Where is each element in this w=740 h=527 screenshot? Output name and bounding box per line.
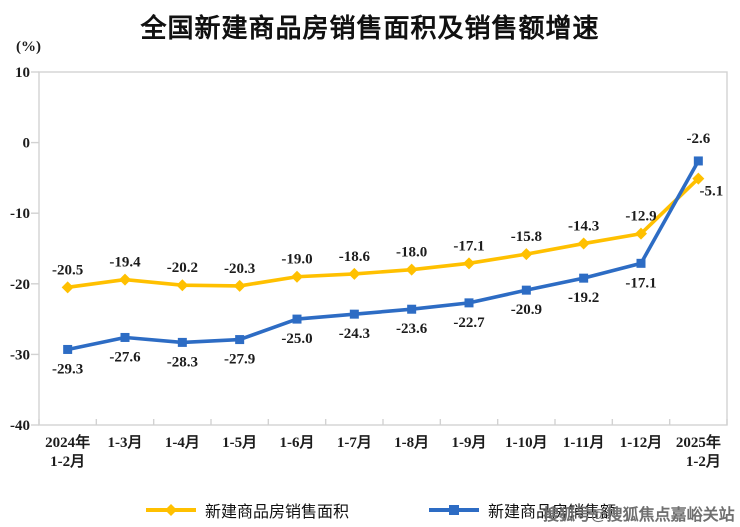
data-point-diamond [291,270,303,283]
data-label: -23.6 [396,321,428,337]
data-point-square [177,337,187,347]
data-point-square [349,309,359,319]
legend-label-sales-amount: 新建商品房销售额 [488,504,617,521]
data-label: -19.2 [568,290,599,306]
data-point-diamond [233,279,246,292]
data-point-diamond [635,227,647,240]
data-label: -19.4 [109,255,141,271]
y-axis-tick-label: -40 [10,418,30,434]
x-axis-category-label: 1-9月 [452,434,487,451]
data-label: -20.5 [52,262,83,278]
data-label: -25.0 [281,331,312,347]
data-point-diamond [61,281,74,294]
x-axis-category-label: 1-3月 [108,434,143,451]
x-axis-category-label: 2024年 1-2月 [45,433,90,470]
data-point-square [579,273,589,283]
data-point-square [292,314,302,324]
x-axis-category-label: 1-12月 [620,434,663,451]
y-axis-tick-label: 10 [15,65,30,81]
y-axis-tick-label: -10 [10,206,30,222]
y-axis-tick-label: 0 [23,136,31,152]
data-point-diamond [577,237,590,250]
plot-border [38,71,728,426]
x-axis-category-label: 1-8月 [394,434,429,451]
legend: 新建商品房销售面积 新建商品房销售额 [0,500,740,524]
data-label: -15.8 [511,229,542,245]
data-label: -2.6 [686,131,710,147]
series-line-sales-amount [65,159,701,352]
data-point-diamond [348,267,361,280]
data-label: -12.9 [625,209,656,225]
data-point-square [407,304,417,314]
data-point-square [693,156,703,166]
data-point-diamond [520,248,533,261]
data-label: -29.3 [52,361,83,377]
data-point-diamond [176,279,189,292]
data-point-square [120,332,130,342]
chart-title: 全国新建商品房销售面积及销售额增速 [140,13,600,43]
data-label: -17.1 [453,238,484,254]
data-label: -20.2 [167,260,198,276]
legend-item-sales-amount: 新建商品房销售额 [428,500,617,521]
x-axis-category-label: 1-11月 [563,434,605,451]
x-axis-category-label: 1-10月 [505,434,548,451]
data-label: -18.6 [339,249,371,265]
data-label: -28.3 [167,354,198,370]
y-axis-tick-label: -20 [10,277,30,293]
data-point-diamond [405,263,418,276]
legend-item-sales-area: 新建商品房销售面积 [145,500,350,521]
y-axis-unit-label: (%) [16,39,41,55]
x-axis-category-label: 1-5月 [222,434,257,451]
data-label: -14.3 [568,219,599,235]
data-label: -18.0 [396,245,427,261]
legend-label-sales-area: 新建商品房销售面积 [205,504,350,521]
data-point-diamond [463,257,475,270]
data-label: -20.3 [224,261,255,277]
data-point-square [521,285,531,295]
data-label: -5.1 [699,184,723,200]
data-label: -17.1 [625,275,656,291]
series-line-sales-area [65,176,701,290]
data-point-diamond [119,273,131,286]
data-point-square [636,258,646,268]
data-label: -20.9 [511,302,542,318]
data-point-square [235,335,245,345]
legend-marker-sales-area-diamond [146,504,196,516]
data-label: -19.0 [281,252,312,268]
data-point-square [63,344,73,354]
x-axis-category-label: 2025年 1-2月 [676,433,721,470]
x-axis-category-label: 1-7月 [337,434,372,451]
watermark-text: 搜狐号@搜狐焦点嘉峪关站 [543,507,735,524]
data-label: -24.3 [339,326,370,342]
legend-marker-sales-amount-square [429,505,479,515]
x-axis-category-label: 1-4月 [165,434,200,451]
x-axis-category-label: 1-6月 [280,434,315,451]
data-point-square [464,298,474,308]
line-chart-plot-area: 10 0 -10 -20 -30 -40 2024年 1-2月 1-3月 1-4月 1-5月 1-6月… [10,65,728,470]
data-label: -27.9 [224,352,255,368]
data-label: -27.6 [109,349,141,365]
y-axis-tick-label: -30 [10,347,30,363]
data-point-diamond [692,172,705,185]
data-label: -22.7 [453,315,485,331]
